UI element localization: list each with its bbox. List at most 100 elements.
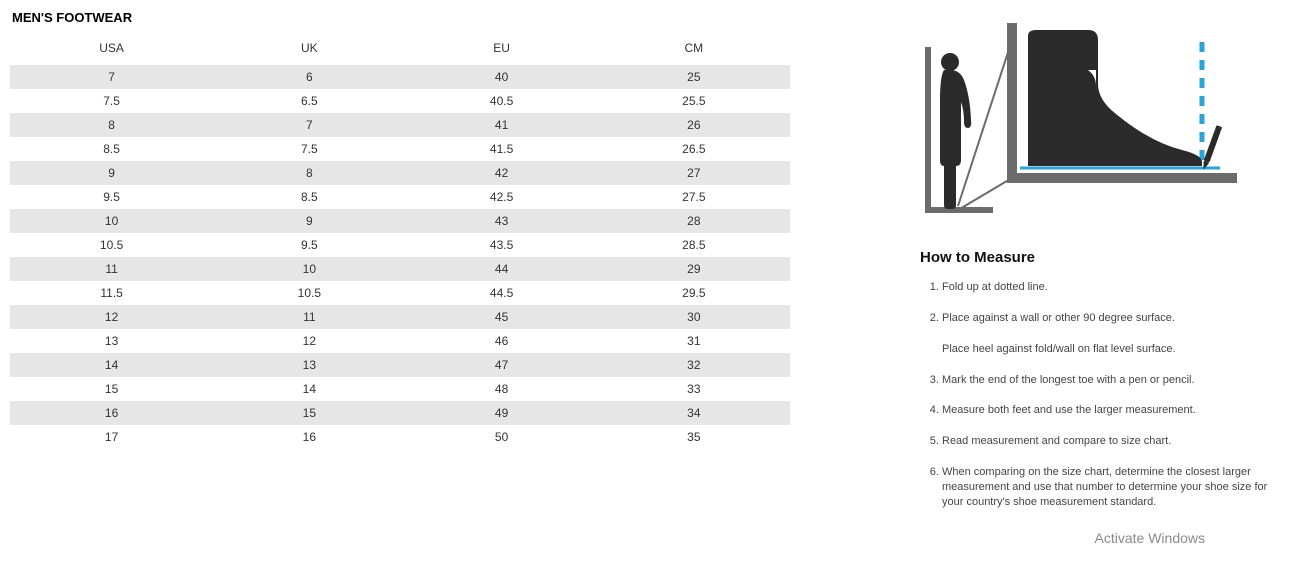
table-cell: 49: [405, 401, 597, 425]
table-cell: 15: [10, 377, 213, 401]
table-cell: 41: [405, 113, 597, 137]
table-cell: 6.5: [213, 89, 405, 113]
table-cell: 7.5: [213, 137, 405, 161]
howto-step-text: When comparing on the size chart, determ…: [942, 466, 1267, 508]
howto-step-text: Mark the end of the longest toe with a p…: [942, 374, 1195, 386]
table-row: 10.59.543.528.5: [10, 233, 790, 257]
howto-title: How to Measure: [920, 249, 1280, 266]
table-cell: 8: [10, 113, 213, 137]
table-cell: 50: [405, 425, 597, 449]
table-cell: 16: [10, 401, 213, 425]
table-cell: 13: [213, 353, 405, 377]
table-cell: 27: [598, 161, 790, 185]
table-cell: 11.5: [10, 281, 213, 305]
measure-diagram: [920, 10, 1240, 220]
howto-step: Place against a wall or other 90 degree …: [942, 311, 1280, 357]
column-header: CM: [598, 35, 790, 65]
table-cell: 43: [405, 209, 597, 233]
table-cell: 14: [213, 377, 405, 401]
table-cell: 15: [213, 401, 405, 425]
table-row: 7.56.540.525.5: [10, 89, 790, 113]
table-cell: 31: [598, 329, 790, 353]
howto-step: When comparing on the size chart, determ…: [942, 465, 1280, 510]
table-cell: 17: [10, 425, 213, 449]
table-cell: 29.5: [598, 281, 790, 305]
howto-step: Read measurement and compare to size cha…: [942, 434, 1280, 449]
table-cell: 7.5: [10, 89, 213, 113]
table-cell: 30: [598, 305, 790, 329]
table-cell: 7: [213, 113, 405, 137]
windows-watermark: Activate Windows: [1095, 530, 1205, 546]
table-cell: 10: [213, 257, 405, 281]
table-row: 1094328: [10, 209, 790, 233]
howto-step: Measure both feet and use the larger mea…: [942, 403, 1280, 418]
table-row: 12114530: [10, 305, 790, 329]
column-header: USA: [10, 35, 213, 65]
table-cell: 48: [405, 377, 597, 401]
howto-step-text: Place against a wall or other 90 degree …: [942, 312, 1175, 324]
table-cell: 8.5: [213, 185, 405, 209]
size-table: USAUKEUCM 7640257.56.540.525.58741268.57…: [10, 35, 790, 449]
table-row: 8.57.541.526.5: [10, 137, 790, 161]
table-row: 14134732: [10, 353, 790, 377]
table-cell: 10.5: [10, 233, 213, 257]
table-cell: 41.5: [405, 137, 597, 161]
table-row: 13124631: [10, 329, 790, 353]
howto-step: Fold up at dotted line.: [942, 280, 1280, 295]
table-row: 17165035: [10, 425, 790, 449]
table-row: 11104429: [10, 257, 790, 281]
table-cell: 33: [598, 377, 790, 401]
table-cell: 47: [405, 353, 597, 377]
table-cell: 9.5: [213, 233, 405, 257]
howto-step-text: Measure both feet and use the larger mea…: [942, 404, 1196, 416]
table-cell: 11: [213, 305, 405, 329]
howto-step-text: Fold up at dotted line.: [942, 281, 1048, 293]
table-cell: 7: [10, 65, 213, 89]
table-cell: 9: [213, 209, 405, 233]
table-cell: 43.5: [405, 233, 597, 257]
table-cell: 35: [598, 425, 790, 449]
table-cell: 11: [10, 257, 213, 281]
table-cell: 29: [598, 257, 790, 281]
table-row: 984227: [10, 161, 790, 185]
table-row: 874126: [10, 113, 790, 137]
table-cell: 9: [10, 161, 213, 185]
table-cell: 26: [598, 113, 790, 137]
howto-steps: Fold up at dotted line. Place against a w…: [920, 280, 1280, 510]
table-cell: 16: [213, 425, 405, 449]
table-cell: 42: [405, 161, 597, 185]
table-cell: 10: [10, 209, 213, 233]
table-cell: 8: [213, 161, 405, 185]
table-cell: 12: [213, 329, 405, 353]
table-cell: 8.5: [10, 137, 213, 161]
page-title: MEN'S FOOTWEAR: [12, 10, 790, 25]
table-cell: 28.5: [598, 233, 790, 257]
table-row: 9.58.542.527.5: [10, 185, 790, 209]
table-cell: 40: [405, 65, 597, 89]
table-cell: 10.5: [213, 281, 405, 305]
table-cell: 14: [10, 353, 213, 377]
table-row: 764025: [10, 65, 790, 89]
table-cell: 45: [405, 305, 597, 329]
table-cell: 34: [598, 401, 790, 425]
table-cell: 9.5: [10, 185, 213, 209]
howto-step-text: Read measurement and compare to size cha…: [942, 435, 1171, 447]
howto-step-subtext: Place heel against fold/wall on flat lev…: [942, 342, 1280, 357]
table-cell: 46: [405, 329, 597, 353]
table-cell: 40.5: [405, 89, 597, 113]
table-cell: 13: [10, 329, 213, 353]
table-row: 11.510.544.529.5: [10, 281, 790, 305]
table-cell: 26.5: [598, 137, 790, 161]
column-header: EU: [405, 35, 597, 65]
table-cell: 6: [213, 65, 405, 89]
table-cell: 12: [10, 305, 213, 329]
howto-step: Mark the end of the longest toe with a p…: [942, 373, 1280, 388]
table-cell: 25.5: [598, 89, 790, 113]
table-row: 15144833: [10, 377, 790, 401]
table-cell: 32: [598, 353, 790, 377]
table-cell: 44.5: [405, 281, 597, 305]
table-cell: 25: [598, 65, 790, 89]
column-header: UK: [213, 35, 405, 65]
table-cell: 27.5: [598, 185, 790, 209]
table-row: 16154934: [10, 401, 790, 425]
